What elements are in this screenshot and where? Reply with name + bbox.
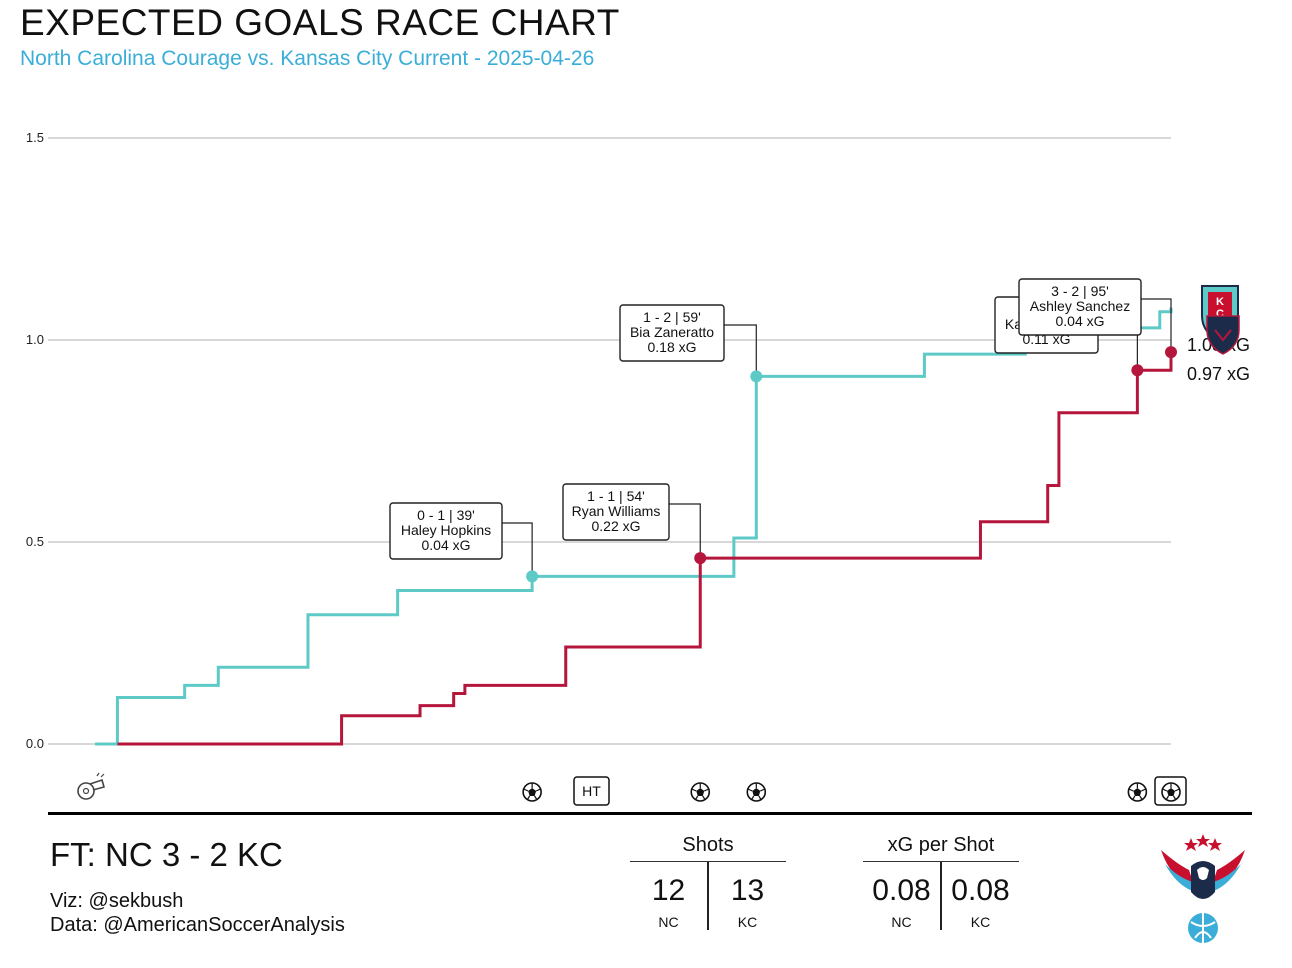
- goal-annotation-box: [562, 483, 670, 541]
- goal-player-label: Ashley Sanchez: [1030, 298, 1130, 314]
- data-credit: Data: @AmericanSoccerAnalysis: [50, 914, 345, 936]
- goal-ball-icon: [1161, 782, 1181, 802]
- goal-ball-icon: [522, 782, 542, 802]
- final-score: FT: NC 3 - 2 KC: [50, 836, 283, 873]
- xg-per-shot-header: xG per Shot: [863, 834, 1019, 862]
- y-tick-label: 1.0: [26, 332, 44, 347]
- shots-nc-label: NC: [658, 914, 679, 930]
- shots-stat: Shots 12 NC 13 KC: [630, 834, 786, 930]
- goal-leader-line: [1141, 298, 1172, 353]
- goal-xg-label: 0.04 xG: [1055, 313, 1104, 329]
- svg-text:K: K: [1216, 296, 1224, 308]
- viz-credit: Viz: @sekbush: [50, 890, 184, 912]
- goal-score-label: 1 - 1 | 54': [587, 488, 645, 504]
- goal-xg-label: 0.18 xG: [647, 339, 696, 355]
- xg-per-shot-stat: xG per Shot 0.08 NC 0.08 KC: [863, 834, 1019, 930]
- y-tick-label: 0.5: [26, 534, 44, 549]
- xg-race-chart: 0.00.51.01.5 0 - 1 | 39'Haley Hopkins0.0…: [26, 130, 1250, 806]
- xg-per-shot-kc-value: 0.08: [951, 874, 1010, 907]
- halftime-label: HT: [582, 783, 601, 799]
- goal-annotation-box: [389, 502, 503, 560]
- shots-kc-label: KC: [737, 914, 758, 930]
- y-tick-label: 1.5: [26, 130, 44, 145]
- xg-per-shot-kc: 0.08 KC: [942, 862, 1019, 930]
- goal-leader-line: [669, 503, 701, 559]
- end-label-nc: 0.97 xG: [1187, 364, 1250, 384]
- goal-point-nc: [1131, 364, 1144, 377]
- goal-xg-label: 0.22 xG: [591, 518, 640, 534]
- american-soccer-analysis-logo-icon: [1161, 834, 1245, 943]
- goal-score-label: 0 - 1 | 39': [417, 507, 475, 523]
- goal-point-nc: [1165, 346, 1177, 359]
- goal-player-label: Ryan Williams: [572, 503, 661, 519]
- svg-text:C: C: [1216, 308, 1224, 320]
- y-tick-label: 0.0: [26, 736, 44, 751]
- goal-score-label: 1 - 2 | 59': [643, 309, 701, 325]
- goal-score-label: 3 - 2 | 95': [1051, 283, 1109, 299]
- xg-per-shot-nc: 0.08 NC: [863, 862, 942, 930]
- footer-divider: [48, 812, 1252, 815]
- goal-point-kc: [526, 570, 539, 583]
- goal-leader-line: [502, 522, 533, 577]
- xg-per-shot-kc-label: KC: [970, 914, 991, 930]
- goal-player-label: Bia Zaneratto: [630, 324, 714, 340]
- goal-player-label: Haley Hopkins: [401, 522, 491, 538]
- shots-nc-value: 12: [651, 874, 686, 907]
- goal-point-kc: [750, 370, 763, 383]
- whistle-icon: [77, 772, 105, 800]
- chart-subtitle: North Carolina Courage vs. Kansas City C…: [20, 47, 595, 70]
- goal-annotation-box: [619, 304, 725, 362]
- xg-per-shot-nc-label: NC: [891, 914, 912, 930]
- fulltime-marker-icon: [1154, 776, 1187, 806]
- halftime-marker: [573, 776, 610, 806]
- goal-ball-icon: [1127, 782, 1148, 802]
- goal-annotation-box: [1018, 278, 1142, 336]
- xg-per-shot-nc-value: 0.08: [872, 874, 931, 907]
- goal-ball-icon: [746, 782, 767, 802]
- shots-nc: 12 NC: [630, 862, 709, 930]
- shots-header: Shots: [630, 834, 786, 862]
- north-carolina-courage-crest-icon: [1206, 315, 1240, 355]
- goal-ball-icon: [690, 782, 711, 802]
- goal-leader-line: [724, 324, 757, 377]
- chart-title: EXPECTED GOALS RACE CHART: [20, 2, 620, 43]
- goal-point-nc: [694, 552, 707, 565]
- goal-xg-label: 0.04 xG: [421, 537, 470, 553]
- series-line-nc: [117, 352, 1173, 746]
- shots-kc: 13 KC: [709, 862, 786, 930]
- shots-kc-value: 13: [730, 874, 765, 907]
